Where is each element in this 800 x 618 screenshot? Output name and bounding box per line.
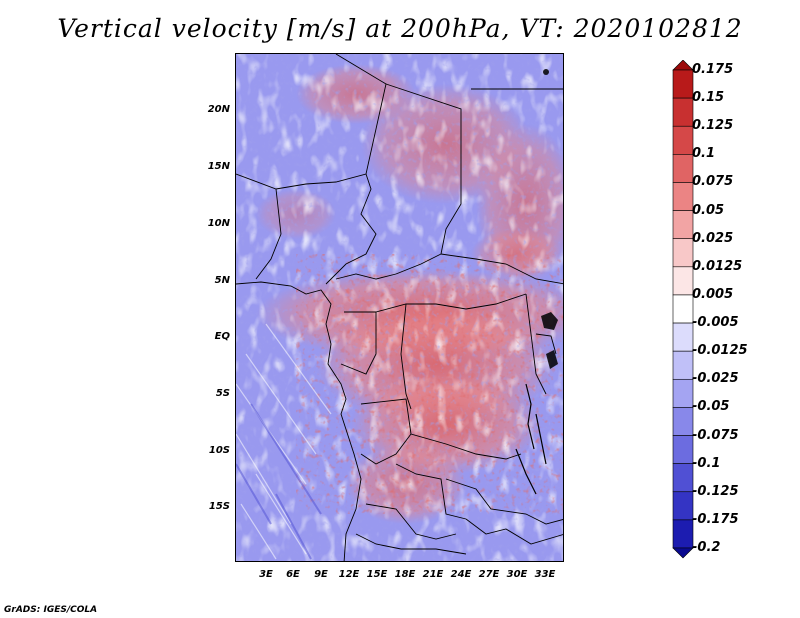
- colorbar-band: [672, 266, 694, 296]
- colorbar-band: [672, 463, 694, 493]
- colorbar: [672, 60, 694, 559]
- colorbar-band: [672, 322, 694, 352]
- lat-label-5n: 5N: [214, 275, 230, 286]
- colorbar-band: [672, 350, 694, 380]
- grads-credit: GrADS: IGES/COLA: [4, 605, 98, 615]
- colorbar-label: 0.075: [692, 174, 734, 190]
- chart-title: Vertical velocity [m/s] at 200hPa, VT: 2…: [57, 14, 743, 43]
- colorbar-label: 0.1: [692, 146, 716, 162]
- colorbar-label: 0.0125: [692, 258, 743, 274]
- lon-label-18e: 18E: [394, 569, 416, 580]
- colorbar-band: [672, 294, 694, 324]
- colorbar-band: [672, 491, 694, 521]
- colorbar-band: [672, 519, 694, 549]
- colorbar-band: [672, 125, 694, 155]
- lat-label-15n: 15N: [207, 161, 230, 172]
- colorbar-label: -0.1: [692, 455, 721, 471]
- colorbar-label: 0.175: [692, 62, 734, 77]
- colorbar-label: 0.025: [692, 230, 734, 246]
- colorbar-band: [672, 378, 694, 408]
- colorbar-label: 0.15: [692, 90, 725, 106]
- colorbar-top-arrow: [672, 60, 694, 71]
- velocity-field: [236, 54, 563, 561]
- colorbar-label: -0.075: [692, 427, 739, 443]
- colorbar-label: -0.05: [692, 399, 730, 415]
- colorbar-label: -0.005: [692, 315, 739, 331]
- lat-label-15s: 15S: [208, 501, 230, 512]
- lon-label-33e: 33E: [534, 569, 556, 580]
- borders: [236, 54, 563, 561]
- lat-label-10s: 10S: [208, 445, 230, 456]
- colorbar-label: 0.125: [692, 118, 734, 134]
- colorbar-label: -0.175: [692, 511, 739, 527]
- lon-label-30e: 30E: [506, 569, 528, 580]
- lon-label-15e: 15E: [366, 569, 388, 580]
- lon-label-24e: 24E: [450, 569, 472, 580]
- colorbar-band: [672, 435, 694, 464]
- colorbar-band: [672, 407, 694, 436]
- lat-label-10n: 10N: [207, 218, 230, 229]
- colorbar-band: [672, 238, 694, 268]
- lakes: [541, 69, 558, 369]
- lon-label-21e: 21E: [422, 569, 444, 580]
- lat-label-eq: EQ: [214, 331, 230, 342]
- colorbar-bottom-arrow: [672, 547, 694, 559]
- lat-label-5s: 5S: [215, 388, 230, 399]
- lat-label-20n: 20N: [207, 104, 230, 115]
- colorbar-band: [672, 210, 694, 240]
- lon-label-12e: 12E: [338, 569, 360, 580]
- colorbar-label: -0.0125: [692, 343, 748, 359]
- colorbar-band: [672, 69, 694, 99]
- lon-label-9e: 9E: [314, 569, 328, 580]
- colorbar-band: [672, 97, 694, 127]
- colorbar-label: -0.2: [692, 540, 721, 555]
- colorbar-band: [672, 154, 694, 183]
- lon-label-3e: 3E: [259, 569, 273, 580]
- map-plot-area: [235, 53, 564, 562]
- colorbar-label: 0.005: [692, 286, 734, 302]
- colorbar-band: [672, 182, 694, 211]
- lon-label-27e: 27E: [478, 569, 500, 580]
- colorbar-label: -0.025: [692, 371, 739, 387]
- lon-label-6e: 6E: [286, 569, 300, 580]
- colorbar-label: 0.05: [692, 202, 725, 218]
- colorbar-label: -0.125: [692, 483, 739, 499]
